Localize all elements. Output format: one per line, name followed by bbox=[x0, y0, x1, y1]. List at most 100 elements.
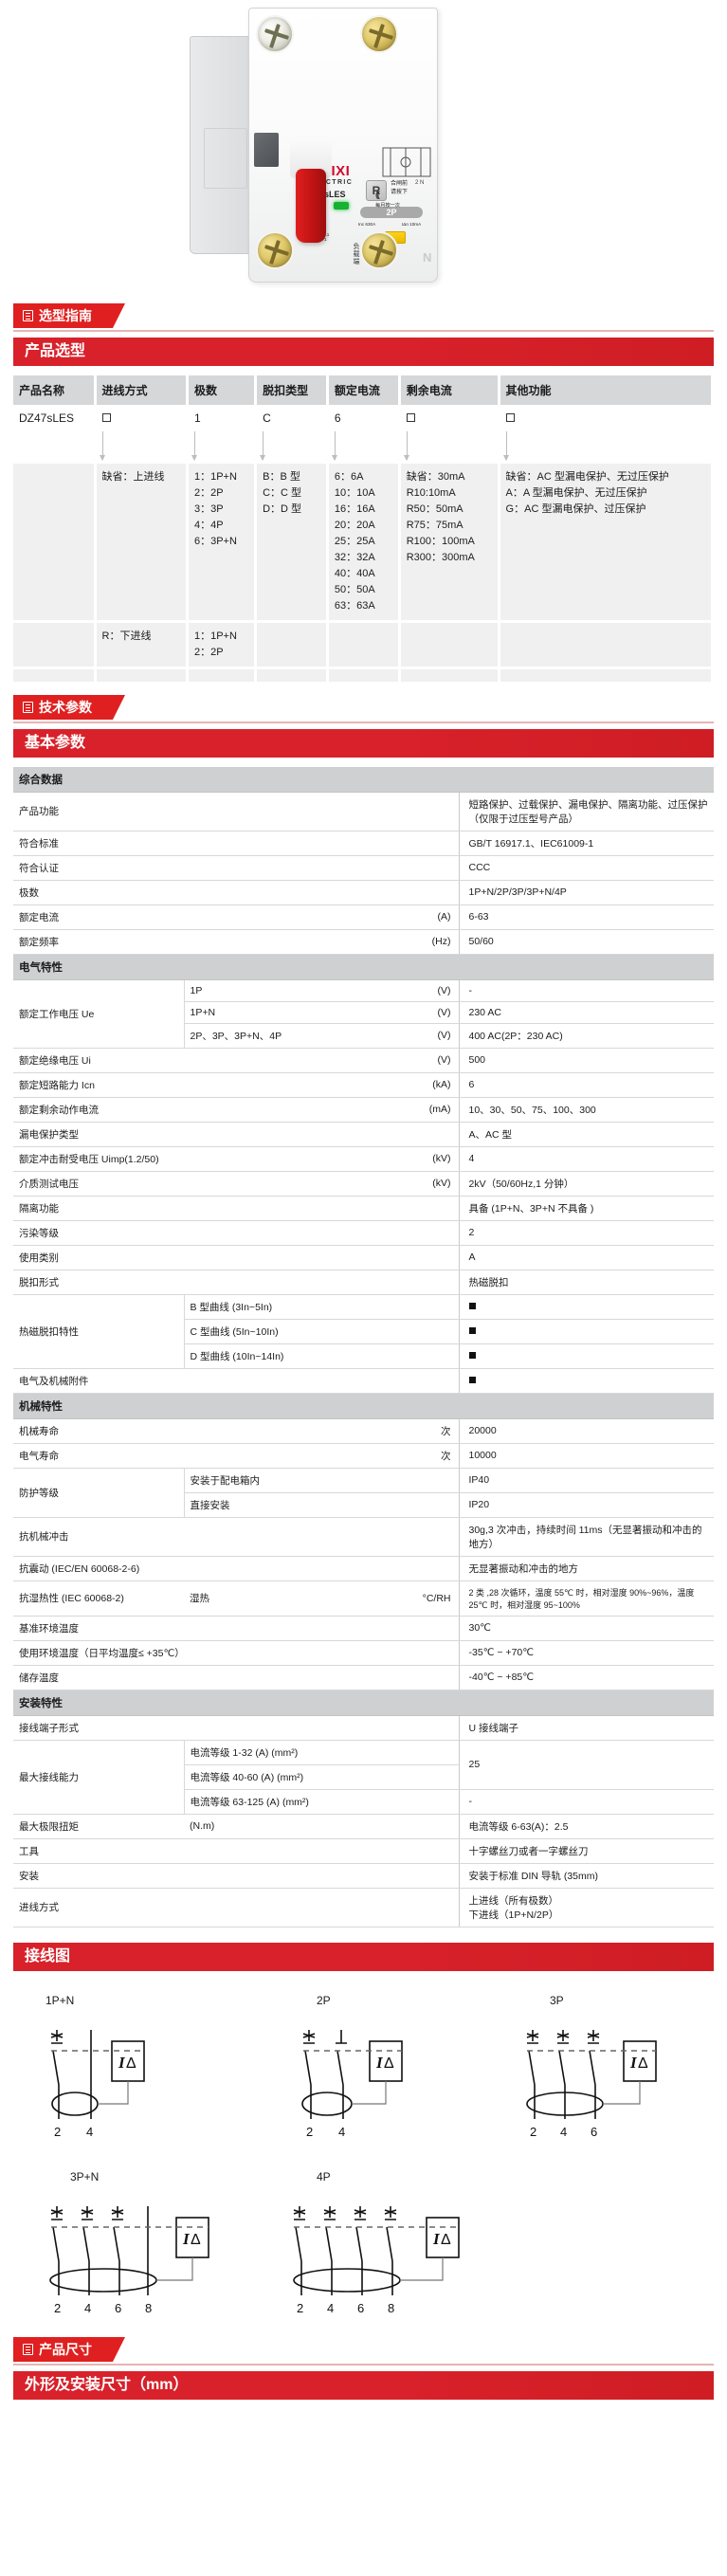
row-label: 抗震动 (IEC/EN 60068-2-6) bbox=[13, 1556, 402, 1581]
tech-params-tab-wrap: 技术参数 bbox=[13, 694, 714, 723]
row-label: 产品功能 bbox=[13, 792, 402, 831]
row-value: 400 AC(2P：230 AC) bbox=[458, 1023, 714, 1049]
top-terminals bbox=[248, 13, 438, 63]
opt2-trip-type bbox=[255, 621, 329, 669]
svg-text:I: I bbox=[629, 2054, 638, 2072]
row-label: 基准环境温度 bbox=[13, 1616, 402, 1641]
wiring-diagram-grid: 1P+N I Δ 2 4 bbox=[13, 1984, 714, 2328]
row-value bbox=[458, 1294, 714, 1320]
filled-square-icon bbox=[468, 1377, 476, 1383]
list-icon bbox=[23, 310, 33, 321]
row-label: 接线端子形式 bbox=[13, 1715, 402, 1741]
opt-product-name bbox=[13, 464, 97, 623]
checkbox-square-icon bbox=[505, 413, 515, 422]
tab-selection-guide[interactable]: 选型指南 bbox=[13, 303, 125, 328]
table-row: 防护等级 安装于配电箱内 IP40 bbox=[13, 1468, 714, 1518]
row-value: 6 bbox=[458, 1072, 714, 1098]
row-value: U 接线端子 bbox=[458, 1715, 714, 1741]
diagram-label: 2P bbox=[317, 1993, 331, 2007]
tab-tech-params[interactable]: 技术参数 bbox=[13, 694, 125, 720]
row-value: 30g,3 次冲击，持续时间 11ms（无显著振动和冲击的地方） bbox=[458, 1517, 714, 1557]
reset-button[interactable]: R bbox=[366, 180, 387, 201]
row-unit: (N.m) bbox=[184, 1814, 402, 1839]
row-label: 工具 bbox=[13, 1838, 402, 1864]
opt2-residual-current bbox=[399, 621, 500, 669]
table-row: 额定工作电压 Ue 1P (V) - bbox=[13, 979, 714, 1049]
product-spec-page: DELIXI ELECTRIC DZ47sLES D63 50Hz/60Hz 2… bbox=[13, 8, 715, 2400]
arrow-row bbox=[13, 431, 715, 464]
row-value: 安装于标准 DIN 导轨 (35mm) bbox=[458, 1863, 714, 1889]
list-icon bbox=[23, 2343, 33, 2355]
terminal-screw-icon bbox=[256, 231, 294, 269]
option-item: A：A 型漏电保护、无过压保护 bbox=[505, 487, 647, 499]
row-sublabel: B 型曲线 (3In~5In) bbox=[183, 1294, 402, 1320]
breaker-toggle-handle[interactable] bbox=[296, 169, 326, 243]
table-row: 额定电流 (A) 6-63 bbox=[13, 904, 714, 930]
row-label: 极数 bbox=[13, 880, 402, 905]
option-item: G：AC 型漏电保护、过压保护 bbox=[505, 503, 646, 515]
code-other-functions bbox=[499, 405, 715, 431]
row-sublabel: 安装于配电箱内 bbox=[183, 1468, 402, 1493]
options-row-secondary: R：下进线 1：1P+N 2：2P bbox=[13, 621, 715, 669]
row-value: - bbox=[458, 979, 714, 1002]
svg-text:4: 4 bbox=[327, 2301, 334, 2315]
row-unit bbox=[402, 1245, 459, 1270]
opt2-poles: 1：1P+N 2：2P bbox=[187, 621, 258, 669]
row-unit bbox=[402, 1122, 459, 1147]
row-unit bbox=[402, 1468, 459, 1493]
diagram-label: 3P+N bbox=[70, 2169, 100, 2183]
svg-text:Δ: Δ bbox=[126, 2055, 136, 2072]
wiring-cell-2p: 2P I Δ 2 4 bbox=[246, 1984, 480, 2151]
option-item: 25：25A bbox=[334, 536, 375, 547]
tab-underline bbox=[13, 721, 714, 723]
row-label: 安装 bbox=[13, 1863, 402, 1889]
table-row: 电气及机械附件 bbox=[13, 1368, 714, 1394]
option-item: R100：100mA bbox=[406, 536, 475, 547]
row-unit: (V) bbox=[402, 1048, 459, 1073]
row-label: 最大极限扭矩 bbox=[13, 1814, 184, 1839]
row-value: 10000 bbox=[458, 1443, 714, 1469]
table-row: 额定剩余动作电流 (mA) 10、30、50、75、100、300 bbox=[13, 1097, 714, 1123]
row-value: A、AC 型 bbox=[458, 1122, 714, 1147]
down-arrow-icon bbox=[191, 431, 197, 461]
wiring-cell-empty bbox=[504, 2161, 714, 2328]
row-value: 1P+N/2P/3P/3P+N/4P bbox=[458, 880, 714, 905]
status-led-icon bbox=[334, 202, 349, 210]
poles-badge: 2P bbox=[360, 207, 423, 218]
row-unit bbox=[402, 1740, 459, 1765]
row-sublabel: 1P+N bbox=[183, 1001, 402, 1024]
group-label: 机械特性 bbox=[13, 1393, 714, 1419]
down-arrow-icon bbox=[331, 431, 337, 461]
bar-size: 外形及安装尺寸（mm） bbox=[13, 2370, 714, 2400]
spacer-row bbox=[13, 667, 715, 682]
row-unit bbox=[402, 1270, 459, 1295]
tab-product-size[interactable]: 产品尺寸 bbox=[13, 2336, 125, 2362]
tab-label: 技术参数 bbox=[39, 699, 92, 715]
table-row: 储存温度 -40℃ ~ +85℃ bbox=[13, 1665, 714, 1690]
table-row: C 型曲线 (5In~10In) bbox=[13, 1319, 714, 1344]
svg-text:I: I bbox=[432, 2230, 441, 2248]
row-unit bbox=[402, 855, 459, 881]
checkbox-square-icon bbox=[101, 413, 111, 422]
filled-square-icon bbox=[468, 1327, 476, 1334]
wiring-row-1: 1P+N I Δ 2 4 bbox=[13, 1984, 714, 2151]
diagram-label: 3P bbox=[550, 1993, 564, 2007]
row-value: 短路保护、过载保护、漏电保护、隔离功能、过压保护（仅限于过压型号产品） bbox=[458, 792, 714, 831]
row-unit: (kV) bbox=[402, 1146, 459, 1172]
table-row: 抗机械冲击 30g,3 次冲击，持续时间 11ms（无显著振动和冲击的地方） bbox=[13, 1517, 714, 1557]
terminal-screw-icon bbox=[360, 15, 398, 53]
col-poles: 极数 bbox=[187, 375, 258, 405]
table-row: 符合认证 CCC bbox=[13, 855, 714, 881]
row-unit bbox=[402, 831, 459, 856]
opt-poles: 1：1P+N 2：2P 3：3P 4：4P 6：3P+N bbox=[187, 464, 258, 623]
row-value: -35℃ ~ +70℃ bbox=[458, 1640, 714, 1666]
table-row: 电气寿命次 10000 bbox=[13, 1443, 714, 1469]
row-sublabel: 直接安装 bbox=[183, 1492, 402, 1518]
wiring-cell-4p: 4P I bbox=[246, 2161, 504, 2328]
brand-subtitle: ELECTRIC bbox=[309, 179, 354, 186]
row-value: 30℃ bbox=[458, 1616, 714, 1641]
table-row: 电流等级 63-125 (A) (mm²) - bbox=[13, 1789, 714, 1815]
row-unit bbox=[402, 1838, 459, 1864]
table-row: 污染等级 2 bbox=[13, 1220, 714, 1246]
row-value: 50/60 bbox=[458, 929, 714, 955]
